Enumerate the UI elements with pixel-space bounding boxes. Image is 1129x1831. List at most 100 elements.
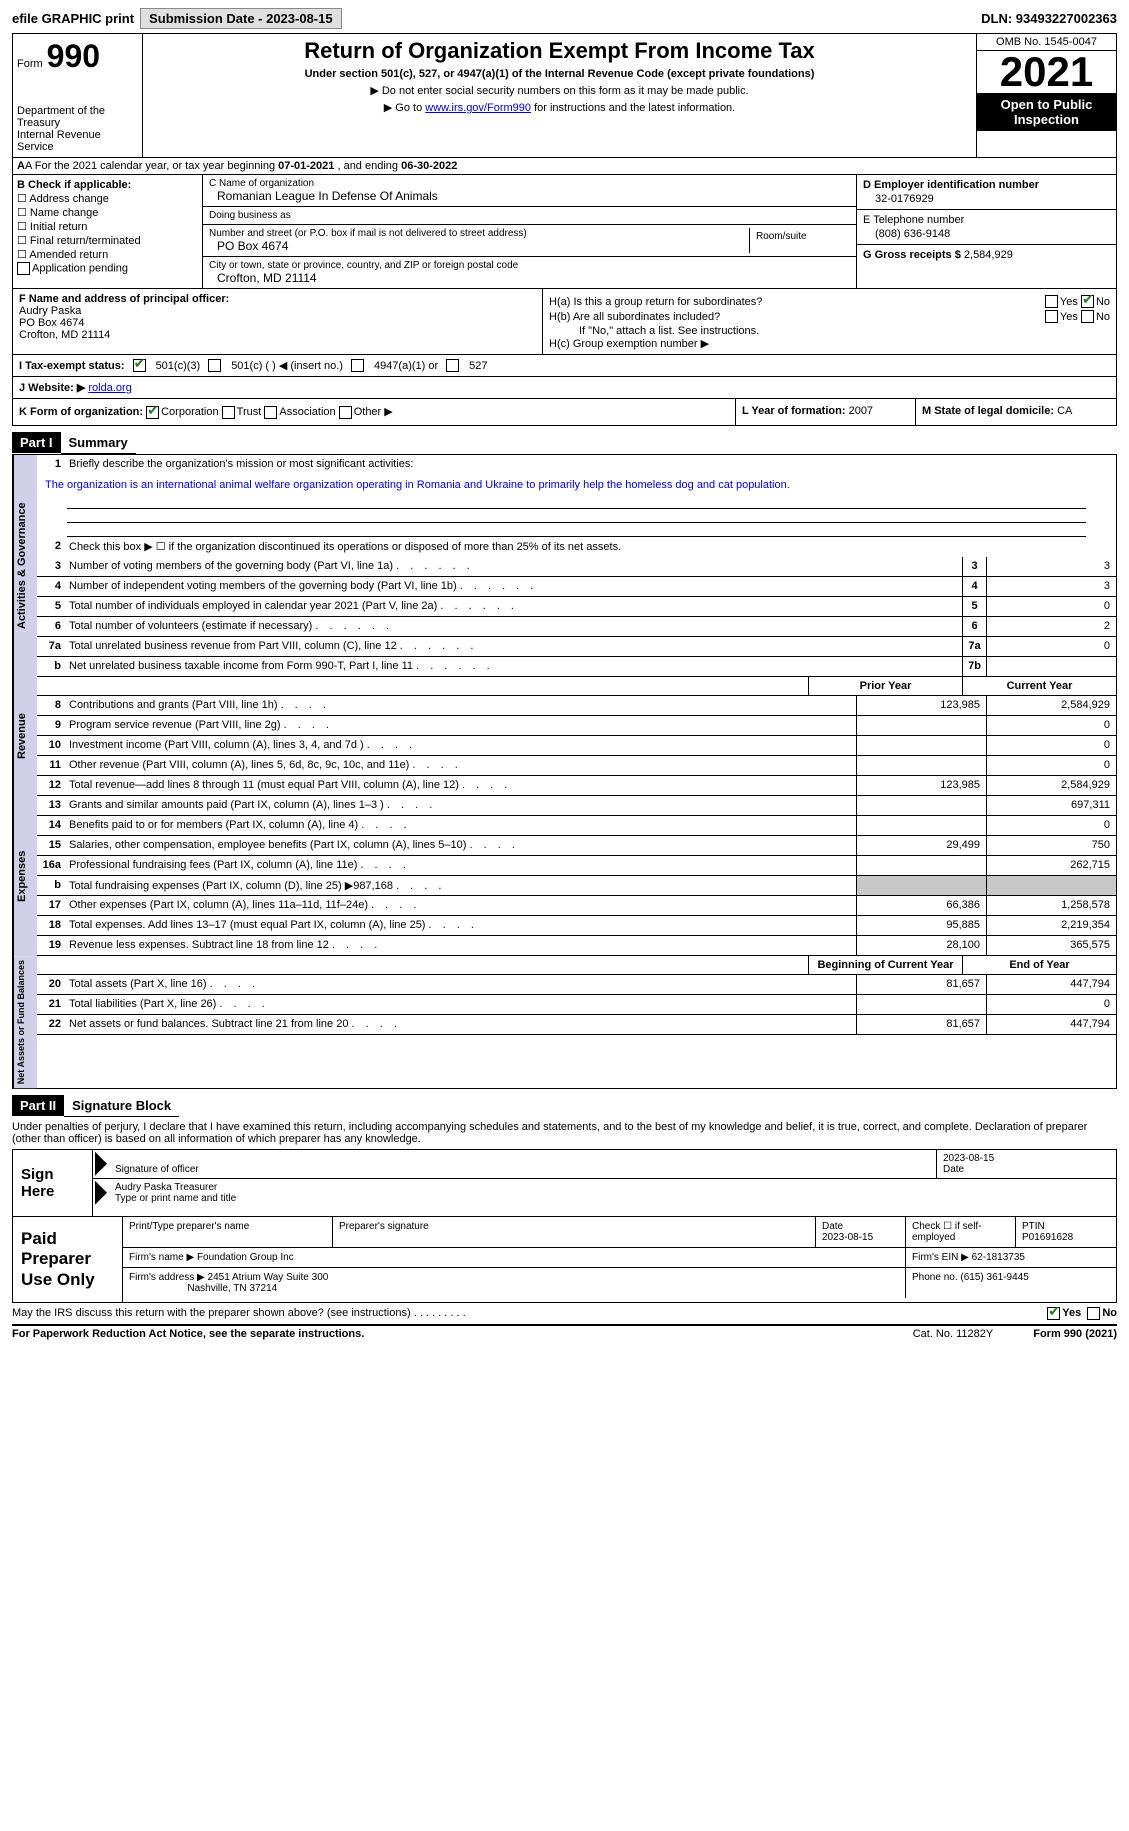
prior-val: 123,985 [856, 776, 986, 795]
prep-sig-label: Preparer's signature [333, 1217, 816, 1247]
line-num: 21 [37, 995, 65, 1014]
line-desc: Total assets (Part X, line 16) . . . . [65, 975, 856, 994]
current-val: 365,575 [986, 936, 1116, 955]
line-num: 13 [37, 796, 65, 815]
chk-amended: ☐ Amended return [17, 248, 198, 261]
501c3: 501(c)(3) [156, 360, 201, 372]
line-num: 3 [37, 557, 65, 576]
line-desc: Total number of individuals employed in … [65, 597, 962, 616]
sign-here-label: Sign Here [13, 1150, 93, 1216]
year-formation-label: L Year of formation: [742, 405, 846, 417]
section-j: J Website: ▶ rolda.org [12, 377, 1117, 399]
city-label: City or town, state or province, country… [209, 260, 850, 271]
line-a-pre: A For the 2021 calendar year, or tax yea… [25, 160, 278, 172]
prior-val [856, 756, 986, 775]
form-subtitle: Under section 501(c), 527, or 4947(a)(1)… [151, 68, 968, 80]
part2-title: Signature Block [64, 1095, 179, 1117]
gross: 2,584,929 [964, 249, 1013, 261]
trust: Trust [237, 406, 262, 418]
ein: 32-0176929 [863, 193, 1110, 205]
perjury-text: Under penalties of perjury, I declare th… [12, 1117, 1117, 1149]
part1-tag: Part I [12, 432, 61, 453]
irs-link[interactable]: www.irs.gov/Form990 [425, 102, 531, 114]
current-val: 0 [986, 716, 1116, 735]
rule3 [67, 523, 1086, 537]
officer-addr1: PO Box 4674 [19, 317, 84, 329]
line-val: 0 [986, 637, 1116, 656]
tax-begin: 07-01-2021 [278, 160, 334, 172]
prior-val [856, 876, 986, 895]
prior-val [856, 716, 986, 735]
section-c: C Name of organization Romanian League I… [203, 175, 856, 288]
line-desc: Total expenses. Add lines 13–17 (must eq… [65, 916, 856, 935]
corp: Corporation [161, 406, 218, 418]
line-num: 15 [37, 836, 65, 855]
hb-no: No [1096, 311, 1110, 323]
line-desc: Other expenses (Part IX, column (A), lin… [65, 896, 856, 915]
note2-post: for instructions and the latest informat… [531, 102, 735, 114]
other: Other ▶ [354, 406, 393, 418]
ein-label: D Employer identification number [863, 179, 1039, 191]
paperwork-row: For Paperwork Reduction Act Notice, see … [12, 1324, 1117, 1340]
website-label: J Website: ▶ [19, 382, 85, 394]
sig-name-title: Audry Paska Treasurer [115, 1182, 217, 1193]
line-desc: Total number of volunteers (estimate if … [65, 617, 962, 636]
tax-year: 2021 [977, 51, 1116, 93]
room-label: Room/suite [750, 228, 850, 253]
tax-end: 06-30-2022 [401, 160, 457, 172]
line-desc: Number of voting members of the governin… [65, 557, 962, 576]
line-box: 7a [962, 637, 986, 656]
line-desc: Net assets or fund balances. Subtract li… [65, 1015, 856, 1034]
current-val: 2,584,929 [986, 776, 1116, 795]
ha-label: H(a) Is this a group return for subordin… [549, 296, 1045, 308]
sig-date: 2023-08-15 [943, 1153, 994, 1164]
line-num: b [37, 876, 65, 895]
ptin-label: PTIN [1022, 1221, 1045, 1232]
line-num: 9 [37, 716, 65, 735]
line-val: 0 [986, 597, 1116, 616]
line-val [986, 657, 1116, 676]
website-link[interactable]: rolda.org [88, 382, 131, 394]
hc-label: H(c) Group exemption number ▶ [549, 337, 1110, 350]
501c3-box [133, 359, 146, 372]
line-desc: Total revenue—add lines 8 through 11 (mu… [65, 776, 856, 795]
line-num: b [37, 657, 65, 676]
527-box [446, 359, 459, 372]
current-val: 447,794 [986, 975, 1116, 994]
sig-type-label: Type or print name and title [115, 1193, 236, 1204]
gov-label: Activities & Governance [13, 455, 37, 677]
current-val: 0 [986, 736, 1116, 755]
gross-label: G Gross receipts $ [863, 249, 961, 261]
firm-ein-label: Firm's EIN ▶ [912, 1252, 969, 1263]
prep-date: 2023-08-15 [822, 1232, 873, 1243]
ha-yes-box [1045, 295, 1058, 308]
section-b: B Check if applicable: ☐ Address change … [13, 175, 203, 288]
prior-val [856, 736, 986, 755]
4947: 4947(a)(1) or [374, 360, 438, 372]
officer-addr2: Crofton, MD 21114 [19, 329, 110, 341]
tax-status-label: I Tax-exempt status: [19, 360, 125, 372]
form-number: 990 [47, 38, 100, 75]
current-val: 262,715 [986, 856, 1116, 875]
part2-tag: Part II [12, 1095, 64, 1116]
current-val: 2,584,929 [986, 696, 1116, 715]
section-d: D Employer identification number 32-0176… [856, 175, 1116, 288]
top-bar: efile GRAPHIC print Submission Date - 20… [12, 8, 1117, 29]
org-name: Romanian League In Defense Of Animals [209, 189, 850, 203]
prior-val [856, 816, 986, 835]
firm-addr-label: Firm's address ▶ [129, 1272, 205, 1283]
line-desc: Total liabilities (Part X, line 26) . . … [65, 995, 856, 1014]
line-num: 10 [37, 736, 65, 755]
sig-date-label: Date [943, 1164, 964, 1175]
line-desc: Grants and similar amounts paid (Part IX… [65, 796, 856, 815]
line-box: 5 [962, 597, 986, 616]
line-desc: Investment income (Part VIII, column (A)… [65, 736, 856, 755]
line-val: 2 [986, 617, 1116, 636]
line-num: 4 [37, 577, 65, 596]
domicile: CA [1057, 405, 1072, 417]
main-info: B Check if applicable: ☐ Address change … [12, 175, 1117, 289]
trust-box [222, 406, 235, 419]
prior-year-hdr: Prior Year [808, 677, 962, 695]
mission-text: The organization is an international ani… [37, 475, 1116, 495]
paperwork-text: For Paperwork Reduction Act Notice, see … [12, 1328, 364, 1340]
